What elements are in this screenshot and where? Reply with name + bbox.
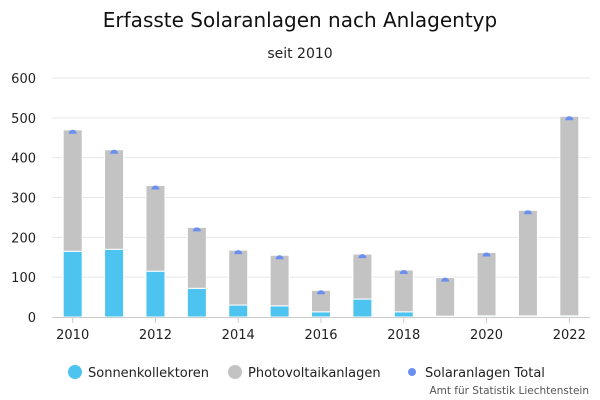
bar-sonnenkollektoren-2016 — [311, 311, 331, 318]
bar-photovoltaikanlagen-2020 — [476, 251, 497, 317]
total-marker-2019 — [441, 277, 450, 282]
chart-subtitle: seit 2010 — [267, 46, 332, 62]
bar-photovoltaikanlagen-2013 — [186, 226, 207, 289]
total-marker-2013 — [192, 227, 201, 232]
bar-photovoltaikanlagen-2022 — [559, 115, 580, 317]
y-axis-ticks: 0 100 200 300 400 500 600 — [11, 72, 36, 326]
total-markers — [68, 116, 574, 295]
bar-photovoltaikanlagen-2011 — [104, 149, 125, 250]
total-marker-2010 — [68, 129, 77, 134]
bar-photovoltaikanlagen-2010 — [62, 129, 83, 252]
bar-sonnenkollektoren-2015 — [269, 305, 290, 318]
bar-photovoltaikanlagen-2015 — [269, 254, 290, 307]
bar-photovoltaikanlagen-2012 — [145, 185, 166, 272]
bar-sonnenkollektoren-2013 — [186, 287, 207, 318]
y-tick-label: 200 — [11, 231, 36, 246]
x-tick-label: 2020 — [470, 328, 503, 343]
y-tick-label: 600 — [11, 72, 36, 87]
legend-label[interactable]: Solaranlagen Total — [425, 366, 545, 381]
bar-sonnenkollektoren-2014 — [228, 304, 249, 318]
chart-credits: Amt für Statistik Liechtenstein — [429, 385, 589, 397]
total-marker-2015 — [275, 255, 284, 260]
total-marker-2021 — [523, 210, 532, 215]
legend-marker — [228, 365, 242, 379]
total-marker-2018 — [399, 269, 408, 274]
total-marker-2017 — [358, 254, 367, 259]
x-tick-label: 2018 — [387, 328, 420, 343]
bar-sonnenkollektoren-2012 — [145, 270, 166, 318]
total-marker-2014 — [234, 250, 243, 255]
y-tick-label: 400 — [11, 152, 36, 167]
y-tick-label: 300 — [11, 192, 36, 207]
bar-sonnenkollektoren-2018 — [393, 311, 414, 318]
bar-sonnenkollektoren-2011 — [104, 248, 125, 318]
legend: Sonnenkollektoren Photovoltaikanlagen Sola… — [68, 365, 545, 381]
bar-photovoltaikanlagen-2021 — [517, 209, 538, 317]
y-tick-label: 500 — [11, 112, 36, 127]
legend-marker — [68, 365, 82, 379]
x-tick-label: 2012 — [139, 328, 172, 343]
bar-photovoltaikanlagen-2014 — [228, 249, 249, 306]
chart-title: Erfasste Solaranlagen nach Anlagentyp — [103, 8, 497, 32]
x-tick-label: 2022 — [553, 328, 586, 343]
bar-photovoltaikanlagen-2018 — [393, 269, 414, 313]
legend-marker — [408, 368, 416, 376]
bar-photovoltaikanlagen-2019 — [435, 277, 456, 317]
total-marker-2011 — [110, 149, 119, 154]
legend-label[interactable]: Photovoltaikanlagen — [248, 366, 381, 381]
total-marker-2022 — [565, 116, 574, 121]
total-marker-2020 — [482, 252, 491, 257]
bar-photovoltaikanlagen-2017 — [352, 253, 373, 300]
y-tick-label: 100 — [11, 271, 36, 286]
x-tick-label: 2016 — [304, 328, 337, 343]
bars — [62, 115, 580, 318]
total-marker-2016 — [317, 290, 325, 295]
bar-sonnenkollektoren-2017 — [352, 298, 373, 318]
bar-sonnenkollektoren-2010 — [62, 250, 83, 318]
legend-label[interactable]: Sonnenkollektoren — [88, 366, 209, 381]
y-tick-label: 0 — [28, 311, 36, 326]
x-axis: 2010 2012 2014 2016 2018 2020 2022 — [52, 317, 590, 343]
x-tick-label: 2010 — [56, 328, 89, 343]
grid-lines — [52, 77, 590, 278]
total-marker-2012 — [151, 185, 160, 190]
x-tick-label: 2014 — [222, 328, 255, 343]
